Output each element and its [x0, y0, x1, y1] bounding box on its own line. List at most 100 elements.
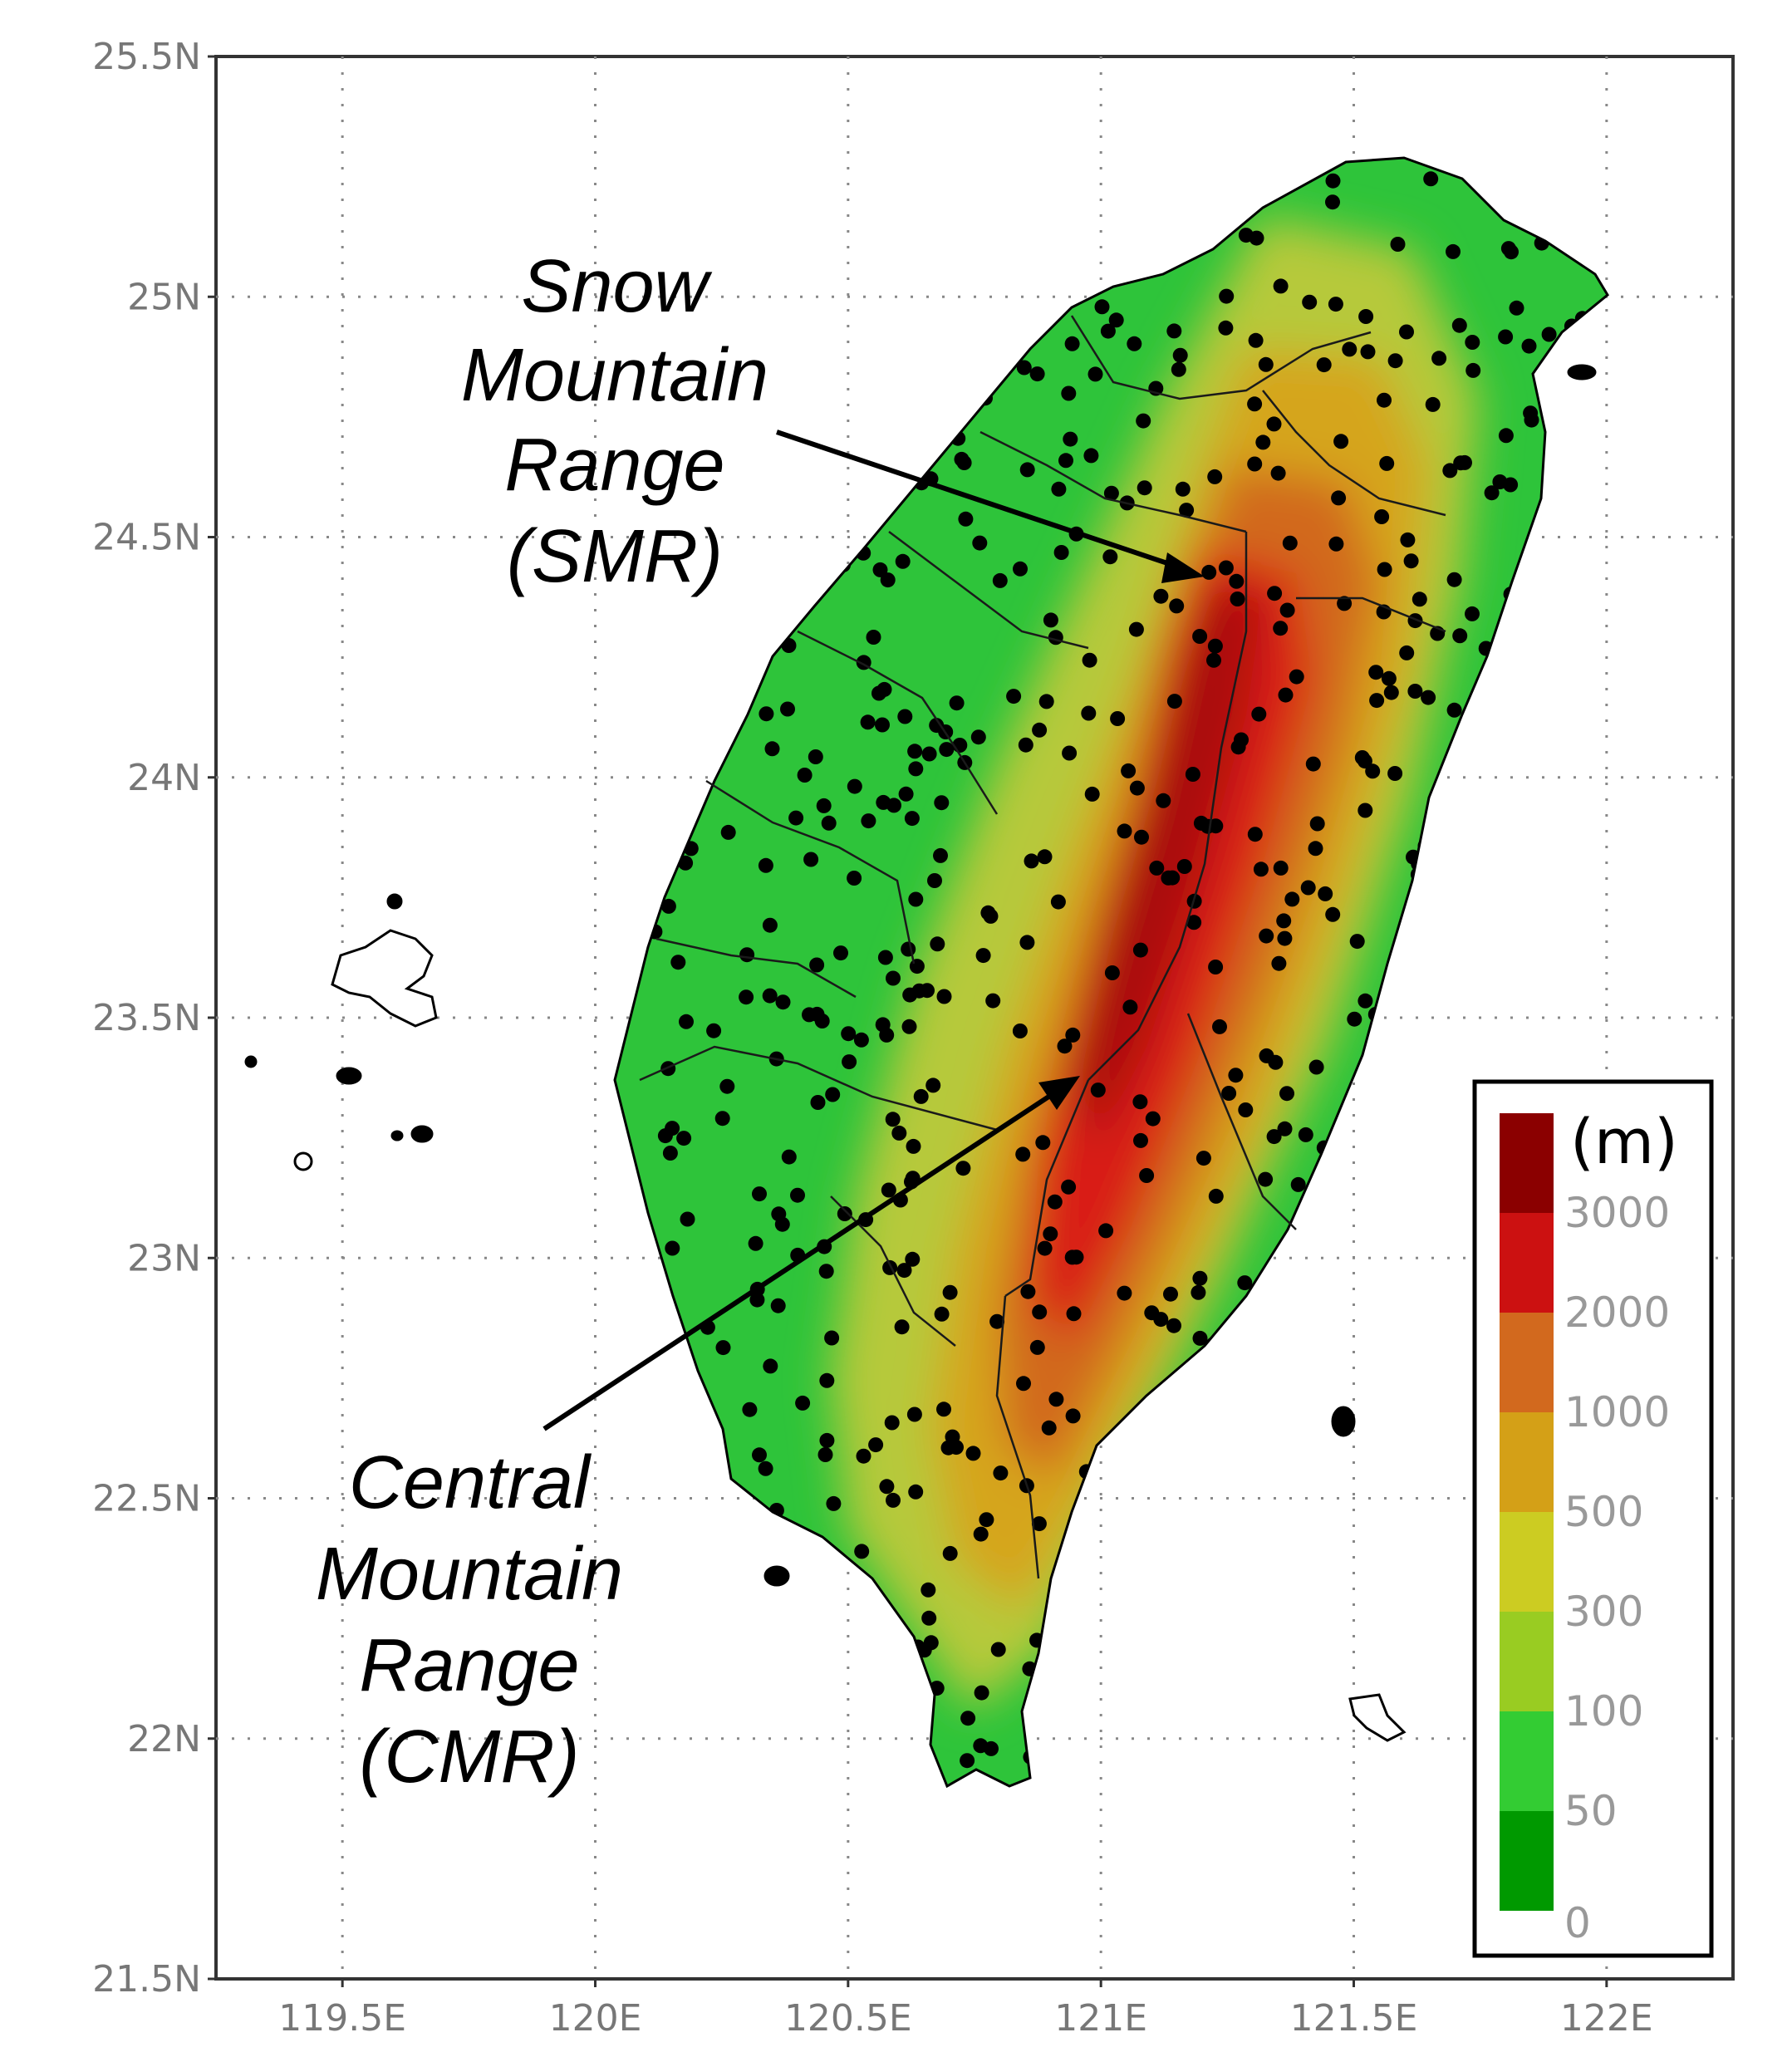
station-dot	[1061, 385, 1077, 401]
station-dot	[1121, 763, 1137, 778]
station-dot	[1407, 684, 1423, 699]
station-dot	[1289, 669, 1304, 685]
station-dot	[1117, 823, 1132, 839]
station-dot	[1347, 1011, 1362, 1027]
lon-tick-label: 120.5E	[784, 1997, 912, 2040]
summit-band	[1072, 582, 1263, 1146]
station-dot	[1065, 1408, 1081, 1424]
station-dot	[809, 957, 825, 973]
station-dot	[1208, 960, 1224, 974]
station-dot	[1156, 793, 1171, 808]
station-dot	[1358, 309, 1374, 324]
station-dot	[1253, 862, 1269, 877]
station-dot	[1358, 993, 1373, 1009]
station-dot	[861, 813, 876, 829]
station-dot	[1098, 1223, 1114, 1239]
station-dot	[742, 1402, 758, 1417]
station-dot	[1451, 317, 1467, 333]
station-dot	[1504, 244, 1519, 260]
station-dot	[1279, 1086, 1294, 1102]
station-dot	[847, 871, 862, 886]
station-dot	[660, 898, 676, 914]
station-dot	[1179, 503, 1195, 518]
station-dot	[1325, 173, 1341, 189]
station-dot	[1369, 693, 1385, 709]
station-dot	[1298, 1127, 1313, 1142]
station-dot	[1064, 1249, 1080, 1265]
station-dot	[1358, 803, 1373, 818]
station-dot	[1377, 392, 1392, 408]
lon-tick-label: 122E	[1560, 1997, 1653, 2040]
station-dot	[1267, 586, 1283, 601]
station-dot	[764, 741, 780, 757]
station-dot	[1325, 906, 1341, 922]
station-dot	[762, 917, 778, 933]
station-dot	[1032, 1304, 1048, 1320]
station-dot	[1425, 396, 1441, 412]
station-dot	[1038, 694, 1054, 709]
station-dot	[960, 1753, 975, 1769]
station-dot	[1318, 886, 1333, 901]
station-dot	[1108, 312, 1124, 328]
station-dot	[896, 1263, 912, 1279]
station-dot	[1129, 780, 1145, 796]
station-dot	[866, 630, 881, 645]
station-dot	[1149, 860, 1165, 876]
station-dot	[1047, 1194, 1063, 1210]
station-dot	[1137, 480, 1152, 496]
station-dot	[1206, 652, 1221, 668]
station-dot	[989, 1313, 1005, 1329]
islet	[244, 1055, 258, 1068]
station-dot	[1132, 942, 1148, 958]
station-dot	[1316, 357, 1332, 373]
station-dot	[1412, 592, 1427, 607]
station-dot	[1270, 465, 1286, 481]
cmr-label-line: (CMR)	[360, 1716, 580, 1799]
station-dot	[1218, 560, 1234, 576]
station-dot	[936, 1402, 951, 1417]
station-dot	[1191, 1284, 1206, 1300]
station-dot	[1064, 336, 1080, 351]
station-dot	[974, 1685, 989, 1701]
islet	[410, 1125, 434, 1143]
station-dot	[1094, 299, 1110, 315]
legend-swatch	[1500, 1811, 1554, 1911]
station-dot	[1208, 1188, 1224, 1204]
smr-arrow-head	[1161, 552, 1205, 583]
station-dot	[1331, 490, 1347, 506]
station-dot	[875, 717, 890, 733]
station-dot	[1018, 737, 1033, 753]
station-dot	[1249, 230, 1264, 246]
station-dot	[1251, 706, 1267, 722]
station-dot	[1192, 1270, 1208, 1286]
station-dot	[936, 989, 952, 1004]
station-dot	[1048, 1392, 1064, 1407]
legend-level-label: 3000	[1564, 1189, 1670, 1237]
station-dot	[913, 1088, 929, 1104]
station-dot	[993, 1465, 1009, 1481]
station-dot	[1195, 1151, 1211, 1166]
station-dot	[902, 987, 918, 1003]
offshore-islands	[244, 364, 1597, 1742]
lat-tick-label: 24.5N	[92, 517, 201, 559]
station-dot	[1041, 1420, 1057, 1436]
lat-tick-label: 22.5N	[92, 1478, 201, 1520]
station-dot	[1082, 652, 1097, 668]
station-dot	[1163, 1286, 1178, 1302]
station-dot	[1333, 434, 1349, 449]
station-dot	[1058, 453, 1073, 469]
station-dot	[1498, 329, 1514, 345]
station-dot	[1103, 485, 1119, 501]
lat-tick-label: 24N	[127, 757, 201, 799]
station-dot	[960, 1711, 976, 1726]
station-dot	[949, 695, 965, 711]
station-dot	[780, 701, 795, 717]
station-dot	[1247, 456, 1263, 472]
station-dot	[676, 1131, 692, 1146]
station-dot	[886, 1492, 901, 1508]
station-dot	[1201, 564, 1217, 580]
county-boundaries	[639, 315, 1446, 1579]
legend-swatch	[1500, 1612, 1554, 1711]
station-dot	[1175, 481, 1191, 497]
station-dot	[885, 1112, 901, 1127]
